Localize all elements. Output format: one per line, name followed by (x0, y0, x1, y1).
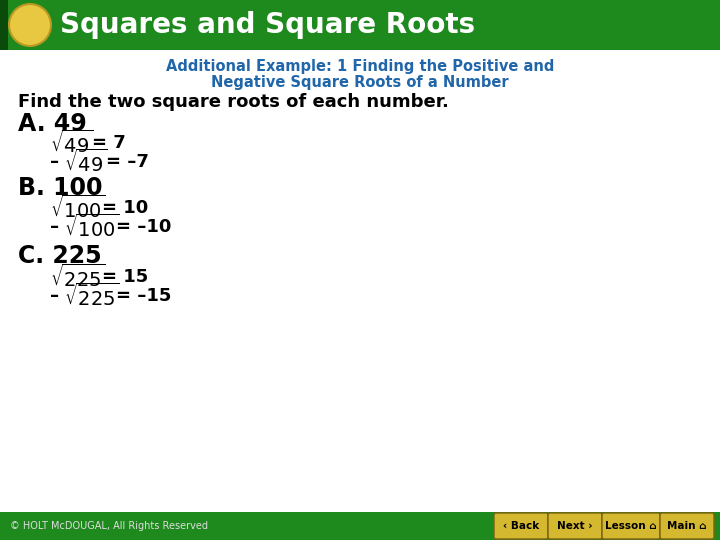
Text: = –10: = –10 (116, 218, 171, 236)
Text: $\sqrt{100}$: $\sqrt{100}$ (50, 194, 106, 221)
Text: $\sqrt{225}$: $\sqrt{225}$ (64, 282, 120, 309)
Text: Negative Square Roots of a Number: Negative Square Roots of a Number (211, 75, 509, 90)
Text: Next ›: Next › (557, 521, 593, 531)
Text: = 10: = 10 (102, 199, 148, 217)
Text: C. 225: C. 225 (18, 244, 102, 268)
Text: A. 49: A. 49 (18, 112, 86, 136)
Text: B. 100: B. 100 (18, 176, 102, 200)
Text: –: – (50, 153, 59, 171)
Ellipse shape (9, 4, 51, 46)
Text: ‹ Back: ‹ Back (503, 521, 539, 531)
Text: = –15: = –15 (116, 287, 171, 305)
Text: Lesson ⌂: Lesson ⌂ (606, 521, 657, 531)
Text: Squares and Square Roots: Squares and Square Roots (60, 11, 475, 39)
Bar (0, 0, 720, 50)
Text: = –7: = –7 (106, 153, 149, 171)
FancyBboxPatch shape (602, 513, 660, 539)
Text: Find the two square roots of each number.: Find the two square roots of each number… (18, 93, 449, 111)
FancyBboxPatch shape (494, 513, 548, 539)
Text: = 15: = 15 (102, 268, 148, 286)
FancyBboxPatch shape (548, 513, 602, 539)
Text: = 7: = 7 (92, 134, 126, 152)
Bar (0, 0, 8, 50)
Text: Main ⌂: Main ⌂ (667, 521, 707, 531)
Text: © HOLT McDOUGAL, All Rights Reserved: © HOLT McDOUGAL, All Rights Reserved (10, 521, 208, 531)
FancyBboxPatch shape (660, 513, 714, 539)
Text: –: – (50, 287, 59, 305)
Text: Additional Example: 1 Finding the Positive and: Additional Example: 1 Finding the Positi… (166, 58, 554, 73)
Bar (0, 512, 720, 540)
Text: $\sqrt{49}$: $\sqrt{49}$ (64, 148, 107, 176)
Text: $\sqrt{225}$: $\sqrt{225}$ (50, 264, 106, 291)
Text: –: – (50, 218, 59, 236)
Text: $\sqrt{100}$: $\sqrt{100}$ (64, 213, 120, 241)
Text: $\sqrt{49}$: $\sqrt{49}$ (50, 130, 93, 157)
